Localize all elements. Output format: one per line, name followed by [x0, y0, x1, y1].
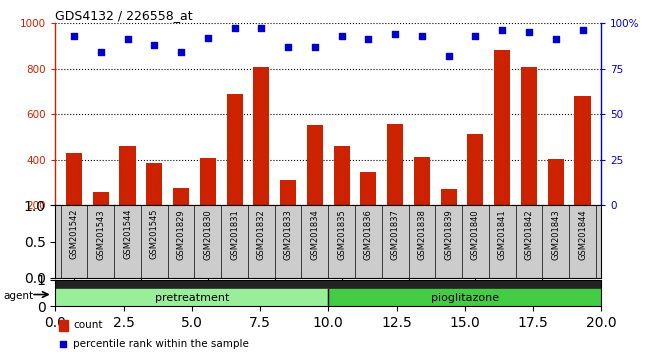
Bar	[328, 289, 601, 306]
Bar	[307, 125, 323, 205]
Bar	[467, 133, 484, 205]
Bar	[333, 146, 350, 205]
Point	[96, 49, 106, 55]
Point	[390, 31, 400, 37]
Point	[283, 44, 293, 50]
Point	[577, 28, 588, 33]
Text: GSM201832: GSM201832	[257, 209, 266, 260]
Point	[551, 36, 561, 42]
Text: GDS4132 / 226558_at: GDS4132 / 226558_at	[55, 9, 193, 22]
Point	[497, 28, 508, 33]
Bar	[387, 124, 403, 205]
Point	[256, 25, 266, 31]
Text: GSM201545: GSM201545	[150, 209, 159, 259]
Bar	[441, 189, 457, 205]
Text: GSM201836: GSM201836	[364, 209, 373, 260]
Point	[309, 44, 320, 50]
Bar	[146, 163, 162, 205]
Text: pioglitazone: pioglitazone	[431, 293, 499, 303]
Point	[470, 33, 480, 39]
Text: GSM201838: GSM201838	[417, 209, 426, 260]
Text: GSM201830: GSM201830	[203, 209, 213, 260]
Bar	[280, 179, 296, 205]
Text: GSM201831: GSM201831	[230, 209, 239, 260]
Text: GSM201840: GSM201840	[471, 209, 480, 259]
Bar	[254, 67, 269, 205]
Text: GSM201843: GSM201843	[551, 209, 560, 260]
Bar	[227, 94, 242, 205]
Text: GSM201829: GSM201829	[177, 209, 185, 259]
Point	[176, 49, 187, 55]
Point	[58, 341, 69, 347]
Point	[229, 25, 240, 31]
Bar	[360, 172, 376, 205]
Point	[69, 33, 79, 39]
Text: agent: agent	[3, 291, 33, 301]
Point	[337, 33, 347, 39]
Text: GSM201837: GSM201837	[391, 209, 400, 260]
Bar	[58, 320, 68, 331]
Text: GSM201835: GSM201835	[337, 209, 346, 260]
Point	[363, 36, 374, 42]
Point	[149, 42, 159, 48]
Text: GSM201543: GSM201543	[96, 209, 105, 259]
Point	[443, 53, 454, 59]
Bar	[55, 289, 328, 306]
Point	[122, 36, 133, 42]
Text: GSM201542: GSM201542	[70, 209, 79, 259]
Bar	[548, 159, 564, 205]
Text: GSM201833: GSM201833	[283, 209, 292, 260]
Text: count: count	[73, 320, 103, 330]
Point	[524, 29, 534, 35]
Text: pretreatment: pretreatment	[155, 293, 229, 303]
Text: GSM201544: GSM201544	[123, 209, 132, 259]
Bar	[521, 67, 537, 205]
Bar	[93, 192, 109, 205]
Bar	[575, 96, 591, 205]
Bar	[120, 146, 136, 205]
Bar	[414, 158, 430, 205]
Bar	[173, 188, 189, 205]
Text: GSM201842: GSM201842	[525, 209, 534, 259]
Text: percentile rank within the sample: percentile rank within the sample	[73, 339, 249, 349]
Bar	[200, 158, 216, 205]
Text: GSM201844: GSM201844	[578, 209, 587, 259]
Point	[417, 33, 427, 39]
Text: GSM201841: GSM201841	[498, 209, 507, 259]
Bar	[55, 280, 601, 289]
Bar	[66, 153, 82, 205]
Text: GSM201834: GSM201834	[310, 209, 319, 260]
Text: GSM201839: GSM201839	[444, 209, 453, 260]
Bar	[494, 50, 510, 205]
Point	[203, 35, 213, 40]
